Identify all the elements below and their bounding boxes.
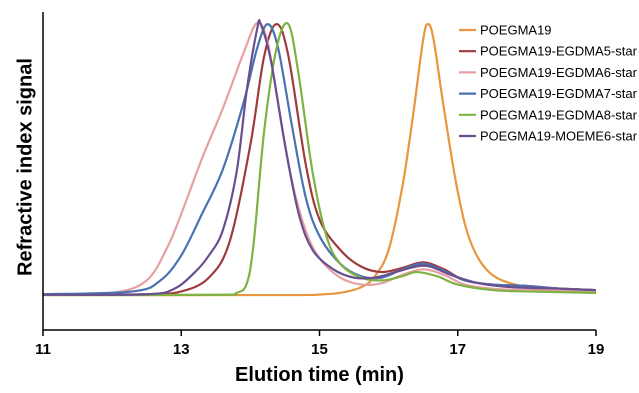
x-tick-label: 11	[35, 341, 51, 358]
y-axis-title: Refractive index signal	[14, 58, 36, 276]
x-tick-label: 15	[311, 341, 328, 358]
legend: POEGMA19 POEGMA19-EGDMA5-star POEGMA19-EGD…	[459, 23, 638, 144]
series-line-4	[42, 22, 597, 297]
x-tick-label: 17	[449, 341, 466, 358]
legend-label: POEGMA19-EGDMA7-star	[480, 86, 638, 101]
legend-label: POEGMA19	[480, 23, 552, 38]
x-tick-label: 13	[173, 341, 190, 358]
x-ticks-group: 11 13 15 17 19	[35, 330, 604, 358]
legend-label: POEGMA19-EGDMA6-star	[480, 65, 638, 80]
series-line-2	[42, 21, 597, 296]
series-line-5	[42, 18, 597, 296]
x-axis-title: Elution time (min)	[235, 364, 404, 386]
legend-label: POEGMA19-EGDMA8-star	[480, 107, 638, 122]
series-line-0	[42, 23, 597, 297]
legend-label: POEGMA19-EGDMA5-star	[480, 44, 638, 59]
axes-group	[42, 12, 596, 331]
series-group	[42, 18, 597, 297]
legend-label: POEGMA19-MOEME6-star	[480, 129, 638, 144]
x-tick-label: 19	[588, 341, 605, 358]
